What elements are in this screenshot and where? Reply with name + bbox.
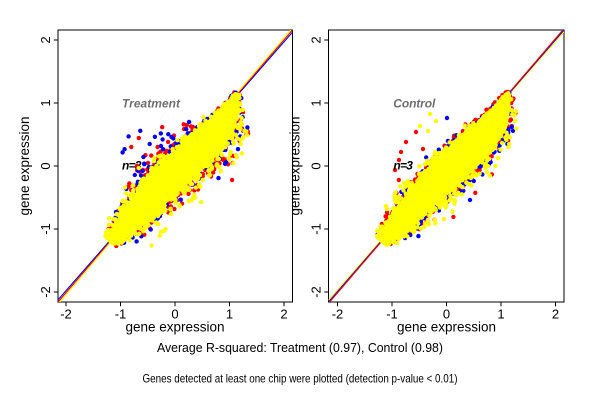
svg-text:-2: -2: [60, 307, 72, 322]
svg-text:2: 2: [280, 307, 287, 322]
svg-text:1: 1: [226, 307, 233, 322]
svg-text:Treatment: Treatment: [122, 97, 181, 111]
svg-text:-1: -1: [38, 223, 53, 235]
svg-text:-1: -1: [309, 223, 324, 235]
svg-text:2: 2: [38, 36, 53, 43]
svg-text:-2: -2: [332, 307, 344, 322]
svg-text:1: 1: [497, 307, 504, 322]
svg-text:-2: -2: [38, 286, 53, 298]
svg-text:0: 0: [309, 162, 324, 169]
svg-text:gene expression: gene expression: [125, 320, 224, 335]
svg-text:1: 1: [38, 99, 53, 106]
svg-text:gene expression: gene expression: [397, 320, 496, 335]
svg-text:gene expression: gene expression: [17, 116, 32, 215]
svg-text:gene expression: gene expression: [288, 116, 303, 215]
svg-text:2: 2: [309, 36, 324, 43]
svg-text:-2: -2: [309, 286, 324, 298]
svg-text:2: 2: [552, 307, 559, 322]
svg-text:1: 1: [309, 99, 324, 106]
svg-text:0: 0: [38, 162, 53, 169]
